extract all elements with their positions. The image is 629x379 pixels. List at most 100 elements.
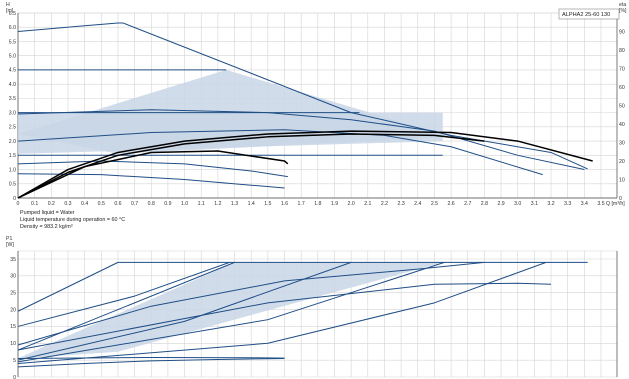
y-tick-label: 3.5: [9, 96, 16, 102]
x-tick-label: 0.9: [164, 201, 171, 207]
x-tick-label: 0.3: [64, 201, 71, 207]
x-tick-label: 2.6: [447, 201, 454, 207]
y-tick-label: 35: [10, 257, 16, 263]
x-tick-label: 0.2: [48, 201, 55, 207]
efficiency-curve: [17, 133, 485, 199]
y-tick-label: 10: [10, 341, 16, 347]
y-tick-label: 1.0: [9, 167, 16, 173]
x-tick-label: 2.4: [414, 201, 421, 207]
y-axis-label: H: [6, 2, 10, 8]
x-tick-label: 0.4: [81, 201, 88, 207]
note-density: Density = 983.2 kg/m³: [20, 224, 73, 230]
x-tick-label: 2.7: [464, 201, 471, 207]
y-tick-label: 30: [10, 274, 16, 280]
head-curve: [17, 160, 288, 178]
x-tick-label: 0.6: [114, 201, 121, 207]
y2-tick-label: 0: [619, 196, 622, 202]
power-curve: [17, 261, 352, 361]
y2-tick-label: 10: [619, 177, 625, 183]
x-tick-label: 1.8: [314, 201, 321, 207]
y2-axis-label: eta: [619, 2, 626, 8]
power-panel: 0 5 10 15 20 25 30 35 P1[W]: [6, 236, 618, 379]
head-curve: [17, 173, 285, 189]
head-efficiency-panel: 0 0.1 0.2 0.3 0.4 0.5 0.6 0.7 0.8 0.9 1.0 1.1 1.2 1.3…: [6, 2, 627, 207]
x-tick-label: 3.2: [547, 201, 554, 207]
y2-tick-label: 30: [619, 140, 625, 146]
product-label: ALPHA2 25-60 130: [562, 12, 610, 18]
x-tick-label: 0.7: [131, 201, 138, 207]
y-tick-label: 0: [13, 196, 16, 202]
x-tick-label: 3.1: [531, 201, 538, 207]
y-tick-label: 5.0: [9, 53, 16, 59]
x-tick-label: 0.5: [98, 201, 105, 207]
head-curve: [17, 109, 585, 171]
x-tick-label: 2.1: [364, 201, 371, 207]
x-tick-label: 2.8: [481, 201, 488, 207]
y-tick-label: 0: [13, 375, 16, 379]
y2-axis-label: [%]: [619, 8, 627, 14]
x-tick-label: 3.0: [514, 201, 521, 207]
y-axis-label: P1: [6, 236, 12, 242]
power-curve: [17, 261, 445, 363]
x-tick-label: 3.3: [564, 201, 571, 207]
x-tick-label: 2.3: [398, 201, 405, 207]
x-tick-label: 0.1: [31, 201, 38, 207]
power-curve: [17, 282, 552, 351]
x-tick-label: 1.4: [248, 201, 255, 207]
y-tick-label: 15: [10, 324, 16, 330]
y2-tick-label: 50: [619, 103, 625, 109]
x-tick-label: 1.0: [181, 201, 188, 207]
y-tick-label: 5: [13, 358, 16, 364]
power-curve: [17, 261, 588, 312]
y-tick-label: 1.5: [9, 153, 16, 159]
power-curve: [17, 356, 285, 359]
x-tick-label: 2.2: [381, 201, 388, 207]
x-tick-label: 1.6: [281, 201, 288, 207]
x-tick-label: 1.1: [198, 201, 205, 207]
head-curve: [17, 22, 588, 170]
x-tick-label: 1.7: [298, 201, 305, 207]
y2-tick-label: 60: [619, 85, 625, 91]
power-curve: [17, 261, 230, 327]
y-tick-label: 2.0: [9, 139, 16, 145]
y-tick-label: 6.0: [9, 25, 16, 31]
x-tick-label: 2.0: [348, 201, 355, 207]
y-tick-label: 5.5: [9, 39, 16, 45]
y2-tick-label: 40: [619, 122, 625, 128]
operating-range-area: [18, 112, 443, 154]
x-tick-label: 1.2: [214, 201, 221, 207]
note-pumped-liquid: Pumped liquid = Water: [20, 210, 75, 216]
efficiency-curve: [17, 130, 593, 199]
product-label-box: [558, 8, 620, 20]
y-tick-label: 4.0: [9, 82, 16, 88]
y-axis-label: [W]: [6, 242, 14, 248]
y-tick-label: 25: [10, 291, 16, 297]
power-curve: [17, 261, 485, 346]
x-tick-label: 1.9: [331, 201, 338, 207]
y-tick-label: 6.5: [9, 11, 16, 17]
x-tick-label: 0: [17, 201, 20, 207]
y-tick-label: 0.5: [9, 182, 16, 188]
x-tick-label: 1.5: [264, 201, 271, 207]
y2-tick-label: 70: [619, 66, 625, 72]
x-tick-label: 2.9: [497, 201, 504, 207]
x-tick-label: 3.5: [597, 201, 604, 207]
y2-tick-label: 20: [619, 159, 625, 165]
x-tick-label: 3.4: [581, 201, 588, 207]
efficiency-curve: [17, 150, 289, 199]
power-curve: [17, 261, 235, 351]
x-tick-label: 1.3: [231, 201, 238, 207]
y-tick-label: 2.5: [9, 125, 16, 131]
y-tick-label: 20: [10, 307, 16, 313]
y-tick-label: 3.0: [9, 110, 16, 116]
x-tick-label: 2.5: [431, 201, 438, 207]
y2-tick-label: 90: [619, 29, 625, 35]
note-liquid-temperature: Liquid temperature during operation = 60…: [20, 217, 125, 223]
y-axis-label: [m]: [6, 8, 14, 14]
power-curve: [17, 357, 285, 368]
head-curve: [17, 129, 543, 176]
x-axis-label: Q [m³/h]: [606, 201, 625, 207]
y-tick-label: 4.5: [9, 68, 16, 74]
y2-tick-label: 80: [619, 48, 625, 54]
